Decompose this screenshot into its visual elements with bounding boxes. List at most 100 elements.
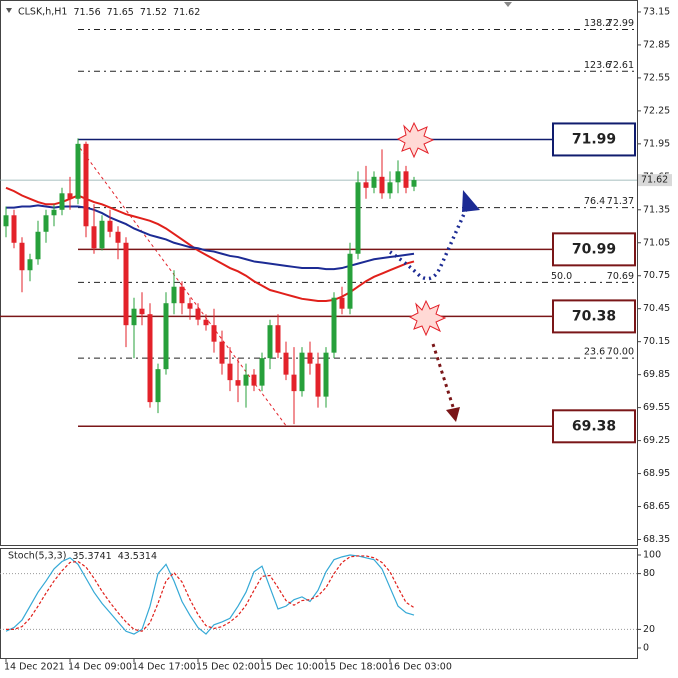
candle-body <box>379 176 385 194</box>
x-tick-label: 14 Dec 17:00 <box>132 662 196 673</box>
candle-body <box>371 176 377 188</box>
candle-body <box>171 286 177 304</box>
y-tick-label: 72.25 <box>643 105 670 116</box>
stoch-frame <box>0 548 638 659</box>
y-tick-label: 71.05 <box>643 237 670 248</box>
y-tick-label: 69.55 <box>643 402 670 413</box>
y-tick-label: 71.95 <box>643 138 670 149</box>
candle-body <box>35 231 41 260</box>
candle-body <box>75 143 81 199</box>
y-tick-label: 68.65 <box>643 501 670 512</box>
candle-body <box>291 374 297 392</box>
x-tick-label: 15 Dec 02:00 <box>196 662 260 673</box>
fib-label-bg <box>583 346 636 357</box>
x-tick-label: 14 Dec 09:00 <box>68 662 132 673</box>
candle-body <box>131 308 137 326</box>
y-tick-label: 69.85 <box>643 369 670 380</box>
y-tick-label: 70.15 <box>643 336 670 347</box>
level-label: 70.38 <box>572 308 616 324</box>
candle-body <box>219 341 225 364</box>
candle-body <box>19 242 25 271</box>
moving-average <box>5 186 415 303</box>
candle-body <box>339 297 345 309</box>
down-scenario-arrow <box>431 343 456 411</box>
level-box <box>552 232 636 267</box>
candle-body <box>395 171 401 183</box>
y-tick-label: 80 <box>643 568 655 579</box>
fib-price: 70.00 <box>607 347 634 358</box>
level-label: 70.99 <box>572 241 616 257</box>
candle-body <box>139 308 145 315</box>
candle-body <box>203 319 209 326</box>
fib-ratio: 76.4 <box>584 196 605 207</box>
menu-marker <box>6 8 12 13</box>
x-tick-label: 14 Dec 2021 <box>4 662 65 673</box>
candle-body <box>27 259 33 271</box>
candle-body <box>235 380 241 386</box>
candle-body <box>363 182 369 188</box>
breakdown-burst <box>408 299 447 337</box>
candle-body <box>211 325 217 342</box>
candle-body <box>179 286 185 304</box>
candle-body <box>331 297 337 353</box>
candle-body <box>283 352 289 375</box>
y-tick-label: 68.35 <box>643 534 670 545</box>
up-arrow-head <box>462 190 480 212</box>
breakout-burst <box>396 121 435 159</box>
candle-body <box>83 143 89 227</box>
fib-price: 72.99 <box>607 18 634 29</box>
fib-ratio: 23.6 <box>584 347 605 358</box>
x-tick-label: 15 Dec 10:00 <box>260 662 324 673</box>
candle-body <box>3 215 9 227</box>
fib-ratio: 50.0 <box>551 271 572 282</box>
y-tick-label: 68.95 <box>643 468 670 479</box>
candle-body <box>107 220 113 232</box>
fib-price: 70.69 <box>607 271 634 282</box>
main-frame <box>0 0 638 546</box>
last-price-label: 71.62 <box>641 175 668 186</box>
stoch-line <box>6 555 415 632</box>
header-value: 35.3741 <box>72 551 111 562</box>
level-label: 71.99 <box>572 131 616 147</box>
candle-body <box>11 215 17 243</box>
fib-price: 72.61 <box>607 60 634 71</box>
candle-body <box>115 231 121 243</box>
candle-body <box>347 253 353 309</box>
y-tick-label: 72.55 <box>643 72 670 83</box>
candle-body <box>43 215 49 232</box>
candle-body <box>355 182 361 254</box>
fib-ratio: 123.6 <box>584 60 611 71</box>
candle-body <box>267 325 273 359</box>
y-tick-label: 0 <box>643 643 649 654</box>
header-value: 71.52 <box>140 7 167 18</box>
fib-price: 71.37 <box>607 196 634 207</box>
down-arrow-head <box>446 407 460 422</box>
x-tick-label: 16 Dec 03:00 <box>388 662 452 673</box>
candle-body <box>323 352 329 397</box>
candle-body <box>51 209 57 216</box>
candle-body <box>91 226 97 249</box>
y-tick-label: 20 <box>643 624 655 635</box>
candle-body <box>67 193 73 199</box>
symbol-title: CLSK,h,H1 71.56 71.65 71.52 71.62 <box>18 7 200 18</box>
fib-label-bg <box>583 17 636 28</box>
level-box <box>552 122 636 157</box>
candle-body <box>59 193 65 210</box>
candle-body <box>187 303 193 309</box>
stoch-line <box>5 554 415 635</box>
fib-ratio: 138.2 <box>584 18 611 29</box>
candle-body <box>387 182 393 194</box>
y-tick-label: 69.25 <box>643 435 670 446</box>
fib-label-bg <box>583 195 636 206</box>
plot: 73.15 72.85 72.55 72.25 71.95 71.65 71.35 71.05… <box>0 6 672 673</box>
level-label: 69.38 <box>572 418 616 434</box>
candle-body <box>155 369 161 403</box>
candle-body <box>411 180 417 187</box>
candle-body <box>259 358 265 386</box>
candle-body <box>123 242 129 326</box>
y-tick-label: 72.85 <box>643 39 670 50</box>
level-box <box>552 409 636 444</box>
candle-body <box>227 363 233 381</box>
